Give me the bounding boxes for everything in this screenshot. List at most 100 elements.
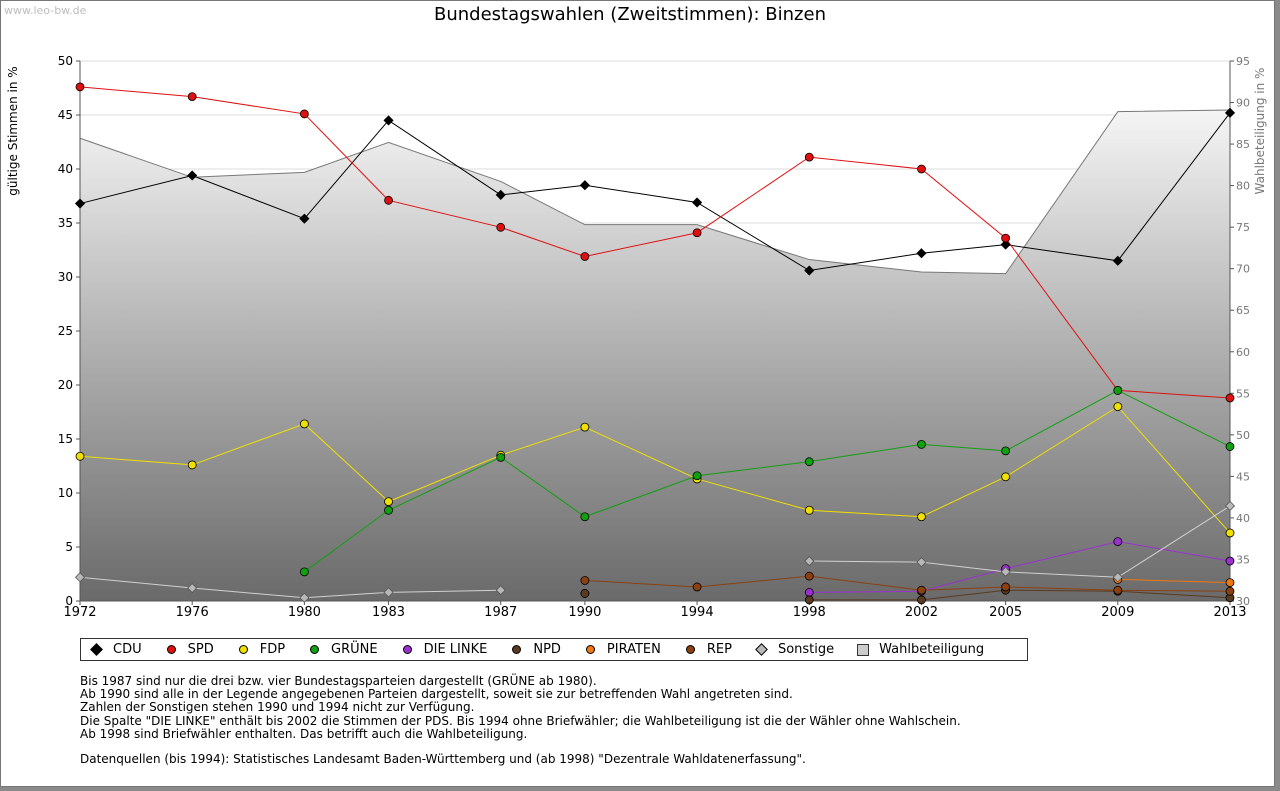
chart-title: Bundestagswahlen (Zweitstimmen): Binzen — [434, 4, 826, 25]
data-point-rep — [1113, 585, 1123, 595]
x-tick-label: 2009 — [1101, 605, 1134, 620]
data-point-rep — [917, 585, 926, 595]
y-tick-label: 40 — [58, 162, 73, 176]
legend-item: Sonstige — [755, 642, 834, 657]
data-point-cdu — [916, 248, 927, 259]
data-point-cdu — [299, 213, 310, 224]
data-point-cdu — [495, 189, 506, 200]
data-point-spd — [496, 222, 506, 232]
y-tick-label: 45 — [58, 108, 73, 122]
data-point-die-linke — [804, 587, 814, 597]
legend-item: CDU — [90, 642, 142, 657]
data-point-cdu — [74, 198, 86, 209]
y2-tick-label: 30 — [1236, 595, 1250, 608]
y2-tick-label: 50 — [1236, 429, 1250, 442]
data-point-fdp — [1113, 402, 1123, 412]
y2-tick-label: 65 — [1236, 304, 1250, 317]
data-point-grüne — [804, 457, 814, 467]
data-point-grüne — [299, 567, 309, 577]
legend-swatch-area — [857, 643, 870, 656]
y2-tick-label: 45 — [1236, 470, 1250, 483]
data-point-grüne — [496, 452, 506, 462]
data-point-npd — [580, 589, 590, 598]
x-tick-label: 2002 — [905, 605, 938, 620]
y2-axis-title: Wahlbeteiligung in % — [1253, 68, 1267, 195]
data-point-cdu — [187, 170, 198, 181]
data-point-cdu — [1224, 107, 1236, 118]
data-point-spd — [384, 195, 393, 205]
data-point-sonstige — [1112, 572, 1123, 583]
y2-tick-label: 95 — [1236, 55, 1250, 68]
x-tick-label: 1983 — [372, 605, 405, 620]
series-line-fdp — [79, 405, 1231, 534]
x-tick-label: 1987 — [484, 605, 517, 620]
legend-item: PIRATEN — [584, 642, 661, 657]
data-point-fdp — [917, 512, 926, 522]
data-point-rep — [1225, 586, 1235, 596]
y2-tick-label: 85 — [1236, 138, 1250, 151]
data-point-npd — [804, 595, 814, 605]
data-point-sonstige — [804, 555, 815, 567]
x-tick-label: 1998 — [793, 605, 826, 620]
x-tick-label: 1990 — [568, 605, 601, 620]
data-point-sonstige — [1000, 566, 1011, 577]
series-line-spd — [79, 86, 1231, 399]
legend-item: DIE LINKE — [400, 642, 487, 657]
legend-item: NPD — [510, 642, 561, 657]
data-point-cdu — [1112, 255, 1123, 266]
data-point-cdu — [579, 180, 590, 191]
legend-item: SPD — [164, 642, 214, 657]
y-axis-title: gültige Stimmen in % — [6, 66, 20, 195]
data-point-cdu — [804, 265, 815, 276]
data-point-sonstige — [1224, 500, 1236, 512]
note-line: Ab 1990 sind alle in der Legende angegeb… — [80, 687, 793, 702]
data-point-rep — [804, 571, 814, 581]
legend-item: REP — [684, 642, 732, 657]
note-line: Zahlen der Sonstigen stehen 1990 und 199… — [80, 700, 475, 715]
data-point-spd — [580, 252, 590, 261]
legend-label: GRÜNE — [331, 642, 378, 657]
series-line-piraten — [1117, 578, 1231, 584]
note-line: Die Spalte "DIE LINKE" enthält bis 2002 … — [80, 713, 961, 728]
x-tick-label: 1980 — [288, 605, 321, 620]
y-tick-label: 30 — [58, 270, 73, 284]
y-tick-label: 25 — [58, 324, 73, 338]
legend-swatch — [510, 643, 524, 656]
data-point-die-linke — [1113, 537, 1123, 546]
data-point-piraten — [1225, 578, 1235, 588]
legend-item: Wahlbeteiligung — [857, 642, 984, 657]
legend-swatch — [90, 643, 103, 656]
data-point-sonstige — [383, 587, 394, 598]
data-point-rep — [692, 582, 702, 592]
source-note: Datenquellen (bis 1994): Statistisches L… — [80, 752, 806, 766]
series-line-cdu — [79, 112, 1231, 272]
data-point-grüne — [692, 471, 702, 481]
data-point-cdu — [692, 197, 703, 208]
wahlbeteiligung-line — [79, 109, 1231, 275]
x-tick-label: 1972 — [63, 605, 96, 620]
data-point-spd — [917, 164, 926, 174]
y2-tick-label: 80 — [1236, 180, 1250, 193]
data-point-npd — [917, 595, 926, 605]
y2-tick-label: 90 — [1236, 97, 1250, 110]
data-point-spd — [804, 152, 814, 162]
y-tick-label: 20 — [58, 378, 73, 392]
data-point-spd — [1001, 233, 1011, 243]
data-point-rep — [1001, 582, 1011, 592]
data-point-sonstige — [299, 592, 310, 603]
legend-swatch — [584, 643, 597, 656]
x-tick-label: 2013 — [1213, 605, 1246, 620]
data-point-spd — [692, 228, 702, 238]
data-point-grüne — [580, 512, 590, 522]
legend: CDU SPD FDP GRÜNE DIE LINKE NPD PIRATEN REP Sons… — [80, 638, 1028, 661]
data-point-fdp — [299, 419, 309, 429]
y-tick-label: 35 — [58, 216, 73, 230]
data-point-fdp — [804, 505, 814, 515]
legend-label: Sonstige — [777, 642, 835, 657]
legend-label: PIRATEN — [606, 642, 661, 657]
wahlbeteiligung-area — [80, 110, 1230, 601]
x-tick-label: 1994 — [681, 605, 714, 620]
notes: Bis 1987 sind nur die drei bzw. vier Bun… — [80, 674, 961, 741]
data-point-grüne — [917, 439, 926, 449]
data-point-fdp — [1001, 472, 1011, 482]
